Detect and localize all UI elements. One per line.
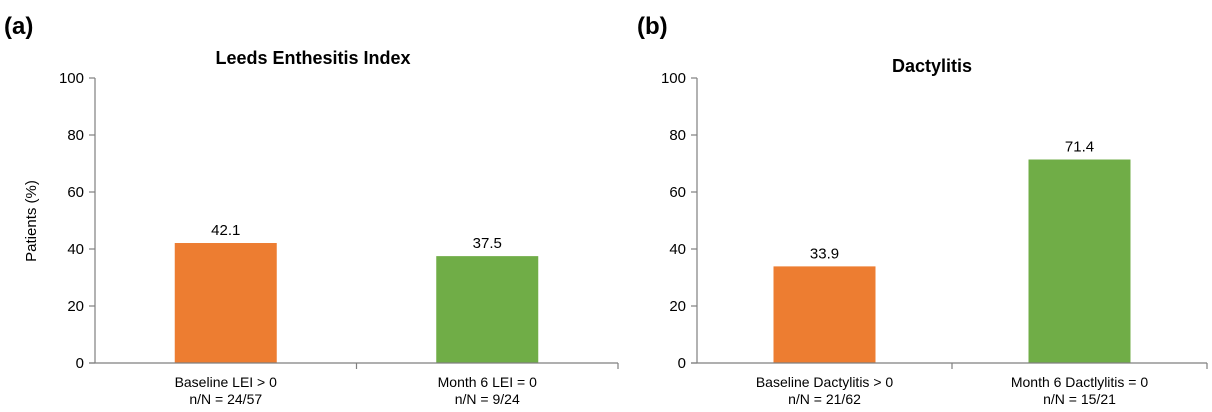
panel-b-y-tick-label: 60 [669,184,686,201]
panel-a-title: Leeds Enthesitis Index [215,48,410,68]
panel-a-bar-1-value-label: 42.1 [211,222,240,239]
panel-a-y-axis-title: Patients (%) [23,180,40,262]
panel-a-category-1-label: Baseline LEI > 0 [175,374,278,390]
panel-b-category-1-count: n/N = 21/62 [788,391,861,407]
panel-b-bar-2 [1028,159,1131,363]
panel-b-data-labels: 33.9 71.4 [810,139,1094,263]
panel-a-y-tick-label: 20 [67,298,84,315]
panel-a-data-labels: 42.1 37.5 [211,222,502,252]
panel-a-y-tick-label: 80 [67,127,84,144]
panel-b-y-ticks: 0 20 40 60 80 100 [661,70,697,372]
panel-b-bar-2-value-label: 71.4 [1065,139,1094,156]
panel-a-category-2-label: Month 6 LEI = 0 [438,374,537,390]
panel-a-label: (a) [4,13,33,40]
panel-a-axes [89,78,619,369]
panel-a-y-tick-label: 0 [76,355,84,372]
panel-b-y-tick-label: 0 [678,355,686,372]
chart-panel-b: (b) Dactylitis 0 20 40 60 80 100 33.9 71.4 Bas… [637,13,1208,407]
panel-a-bar-1 [174,243,277,363]
panel-b-y-tick-label: 80 [669,127,686,144]
panel-a-category-1-count: n/N = 24/57 [189,391,262,407]
panel-b-category-2-count: n/N = 15/21 [1043,391,1116,407]
panel-b-category-labels: Baseline Dactylitis > 0n/N = 21/62 Month … [756,374,1149,407]
chart-panel-a: (a) Leeds Enthesitis Index Patients (%) … [4,13,619,407]
panel-a-y-tick-label: 40 [67,241,84,258]
panel-b-y-tick-label: 100 [661,70,686,87]
panel-a-y-ticks: 0 20 40 60 80 100 [59,70,95,372]
panel-a-category-2-count: n/N = 9/24 [455,391,520,407]
panel-b-axes [691,78,1208,369]
panel-b-bars [773,159,1131,363]
panel-b-title: Dactylitis [892,56,972,76]
panel-b-bar-1 [773,266,876,363]
panel-a-bar-2 [436,256,539,363]
panel-b-bar-1-value-label: 33.9 [810,245,839,262]
panel-b-y-tick-label: 20 [669,298,686,315]
panel-b-label: (b) [637,13,668,40]
panel-a-y-tick-label: 60 [67,184,84,201]
panel-b-category-2-label: Month 6 Dactlylitis = 0 [1011,374,1149,390]
panel-a-bar-2-value-label: 37.5 [473,235,502,252]
panel-b-category-1-label: Baseline Dactylitis > 0 [756,374,894,390]
panel-a-bars [174,243,539,363]
panel-a-category-labels: Baseline LEI > 0n/N = 24/57 Month 6 LEI =… [175,374,538,407]
panel-a-y-tick-label: 100 [59,70,84,87]
panel-b-y-tick-label: 40 [669,241,686,258]
